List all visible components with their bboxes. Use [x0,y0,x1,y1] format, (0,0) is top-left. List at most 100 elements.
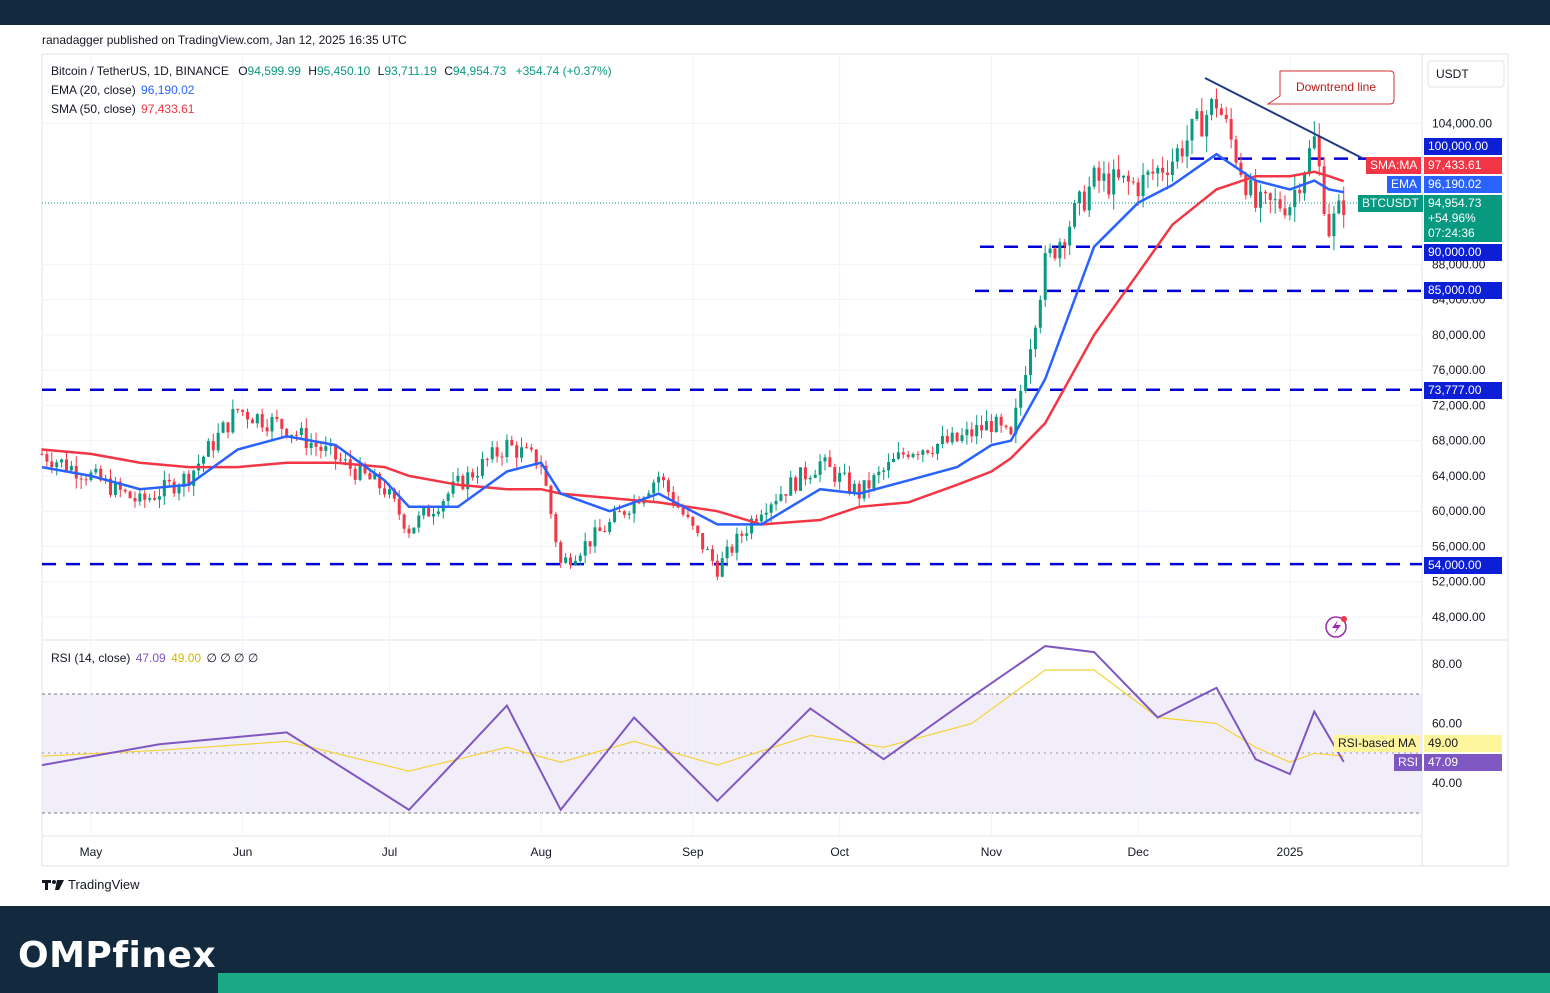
candle-body [118,481,122,490]
candle-body [1126,175,1130,182]
time-tick-label: May [80,845,103,859]
candle-body [270,416,274,432]
candle-body [774,500,778,505]
candle-body [911,454,915,457]
candle-body [803,467,807,480]
candle-body [236,409,240,411]
level-90k-tag: 90,000.00 [1424,244,1502,261]
candle-body [353,468,357,480]
candle-body [128,491,132,499]
candle-body [882,470,886,472]
candle-body [339,459,343,461]
candle-body [872,475,876,489]
candle-body [446,493,450,502]
candle-body [828,457,832,468]
candle-body [241,409,245,412]
candle-body [593,527,597,547]
candle-body [456,475,460,482]
legend-change: +354.74 (+0.37%) [515,64,612,78]
candle-body [617,511,621,513]
time-axis-ticks: May Jun Jul Aug Sep Oct Nov Dec 2025 [80,845,1304,859]
btc-price: 94,954.73 [1428,196,1482,210]
candle-body [671,492,675,504]
candle-body [1033,327,1037,350]
candle-body [1156,167,1160,174]
time-tick-label: Jun [233,845,252,859]
candle-body [657,476,661,483]
currency-label: USDT [1436,67,1469,81]
candle-body [1249,179,1253,196]
tradingview-logo[interactable]: TradingView [42,877,140,892]
tradingview-text: TradingView [68,877,140,892]
candles [40,88,1346,581]
candle-body [681,507,685,515]
legend-symbol: Bitcoin / TetherUS, 1D, BINANCE [51,64,229,78]
downtrend-label: Downtrend line [1296,80,1376,94]
candle-body [378,473,382,489]
level-54k-tag: 54,000.00 [1424,557,1502,574]
candle-body [852,483,856,493]
candle-body [745,533,749,536]
currency-button[interactable] [1427,60,1505,88]
candle-body [314,442,318,447]
price-chart[interactable]: 104,000.0088,000.0084,000.0080,000.0076,… [0,0,1550,906]
candle-body [789,477,793,496]
price-tick-label: 104,000.00 [1432,116,1492,130]
legend-rsi: RSI (14, close) 47.09 49.00 ∅ ∅ ∅ ∅ [51,651,258,665]
candle-body [779,494,783,501]
candle-body [750,518,754,534]
candle-body [99,468,103,481]
candle-body [148,498,152,500]
candle-body [471,472,475,478]
candle-body [652,482,656,494]
candle-body [1327,214,1331,237]
candle-body [1307,148,1311,174]
candle-body [578,555,582,561]
btcusdt-tag: BTCUSDT [1358,195,1423,212]
candle-body [710,549,714,561]
ema-tag: EMA [1387,176,1422,193]
candle-body [1200,111,1204,137]
candle-body [940,436,944,444]
candle-body [1244,175,1248,196]
candle-body [887,461,891,471]
time-tick-label: 2025 [1277,845,1304,859]
candle-body [495,447,499,457]
candle-body [505,439,509,458]
lightning-icon[interactable] [1325,616,1347,638]
candle-body [515,445,519,458]
candle-body [583,541,587,556]
candle-body [544,465,548,486]
candle-body [55,462,59,468]
candle-body [143,493,147,500]
legend-ema: EMA (20, close) 96,190.02 [51,83,194,97]
candle-body [407,528,411,534]
tradingview-icon [42,879,64,890]
candle-body [813,474,817,478]
candle-body [823,457,827,462]
candle-body [294,434,298,436]
level-100k-tag: 100,000.00 [1424,138,1502,155]
candle-body [838,472,842,482]
candle-body [794,477,798,491]
candle-body [201,456,205,464]
candle-body [661,476,665,481]
candle-body [1195,111,1199,120]
candle-body [1205,115,1209,137]
candle-body [480,458,484,476]
candle-body [1224,114,1228,119]
candle-body [1210,99,1214,116]
rsi-tick-label: 40.00 [1432,776,1462,790]
candle-body [485,458,489,460]
candle-body [1259,191,1263,208]
candle-body [368,473,372,480]
candle-body [730,546,734,553]
rsi-ma-value-tag: 49.00 [1424,735,1502,752]
candle-body [554,514,558,543]
candle-body [984,421,988,431]
candle-body [1312,136,1316,149]
legend-o-label: O [238,64,248,78]
candle-body [759,514,763,522]
candle-body [358,463,362,480]
candle-body [461,475,465,490]
